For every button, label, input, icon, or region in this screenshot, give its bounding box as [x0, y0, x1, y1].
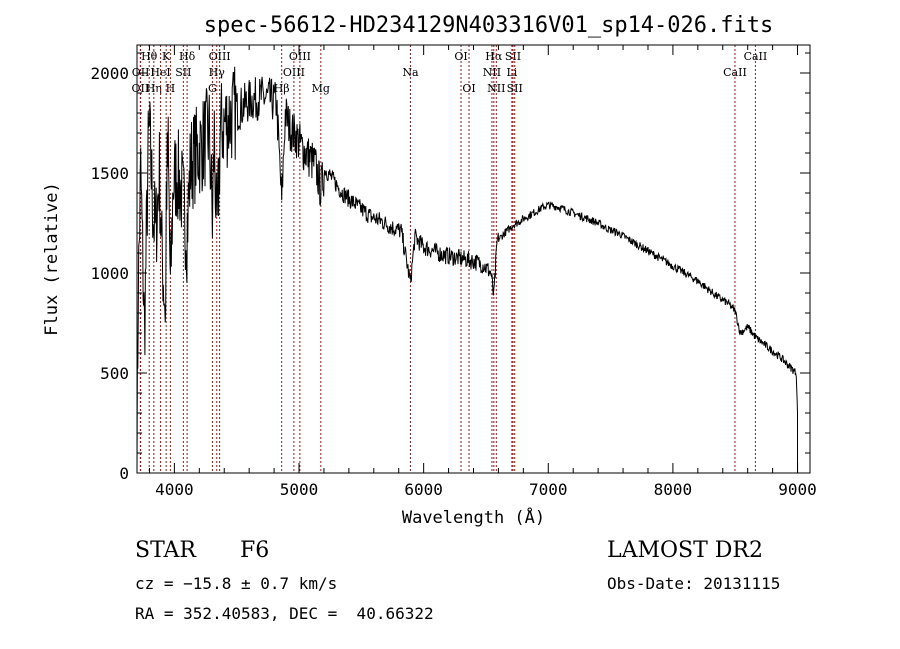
spectral-line-label: CaII: [723, 66, 747, 79]
spectral-line-label: Hθ: [141, 50, 158, 63]
y-axis-label: Flux (relative): [42, 182, 62, 336]
spectral-line-label: NII: [487, 82, 505, 95]
spectral-line-label: OIII: [289, 50, 311, 63]
spectral-line-label: Hδ: [179, 50, 196, 63]
spectral-line-label: Mg: [312, 82, 330, 95]
object-subclass: F6: [240, 538, 270, 563]
x-tick-label: 6000: [404, 480, 443, 499]
y-tick-label: 1500: [90, 164, 129, 183]
spectral-line-label: HeI: [150, 66, 170, 79]
coordinates: RA = 352.40583, DEC = 40.66322: [135, 604, 434, 623]
redshift-cz: cz = −15.8 ± 0.7 km/s: [135, 574, 338, 593]
x-tick-label: 4000: [155, 480, 194, 499]
spectral-line-label: Hα: [485, 50, 503, 63]
x-tick-label: 7000: [529, 480, 568, 499]
spectral-line-label: OIII: [209, 50, 231, 63]
spectral-line-label: OIII: [283, 66, 305, 79]
y-tick-label: 1000: [90, 264, 129, 283]
spectral-line-label: Hη: [146, 82, 162, 95]
spectral-line-label: OI: [462, 82, 475, 95]
spectral-line-label: Hβ: [274, 82, 290, 95]
x-axis-label: Wavelength (Å): [402, 506, 545, 528]
x-tick-label: 9000: [778, 480, 817, 499]
spectral-line-label: NII: [483, 66, 501, 79]
spectral-line-label: SII: [505, 50, 521, 63]
spectral-line-label: SII: [175, 66, 191, 79]
spectral-line-label: H: [166, 82, 176, 95]
spectral-line-label: G: [208, 82, 217, 95]
survey-label: LAMOST DR2: [607, 538, 763, 563]
spectral-line-label: Li: [506, 66, 517, 79]
spectral-line-label: Hγ: [209, 66, 226, 79]
spectral-line-label: OII: [132, 82, 150, 95]
spectrum-line: [136, 66, 799, 474]
x-tick-label: 8000: [654, 480, 693, 499]
spectral-line-label: SII: [507, 82, 523, 95]
y-tick-label: 0: [119, 464, 129, 483]
object-class: STAR: [135, 538, 196, 563]
spectral-line-label: CaII: [744, 50, 768, 63]
y-tick-label: 2000: [90, 64, 129, 83]
spectral-line-label: Na: [402, 66, 419, 79]
spectral-line-label: OI: [454, 50, 467, 63]
chart-title: spec-56612-HD234129N403316V01_sp14-026.f…: [204, 13, 774, 38]
y-tick-label: 500: [100, 364, 129, 383]
spectral-line-label: K: [162, 50, 171, 63]
obs-date: Obs-Date: 20131115: [607, 574, 781, 593]
x-tick-label: 5000: [280, 480, 319, 499]
